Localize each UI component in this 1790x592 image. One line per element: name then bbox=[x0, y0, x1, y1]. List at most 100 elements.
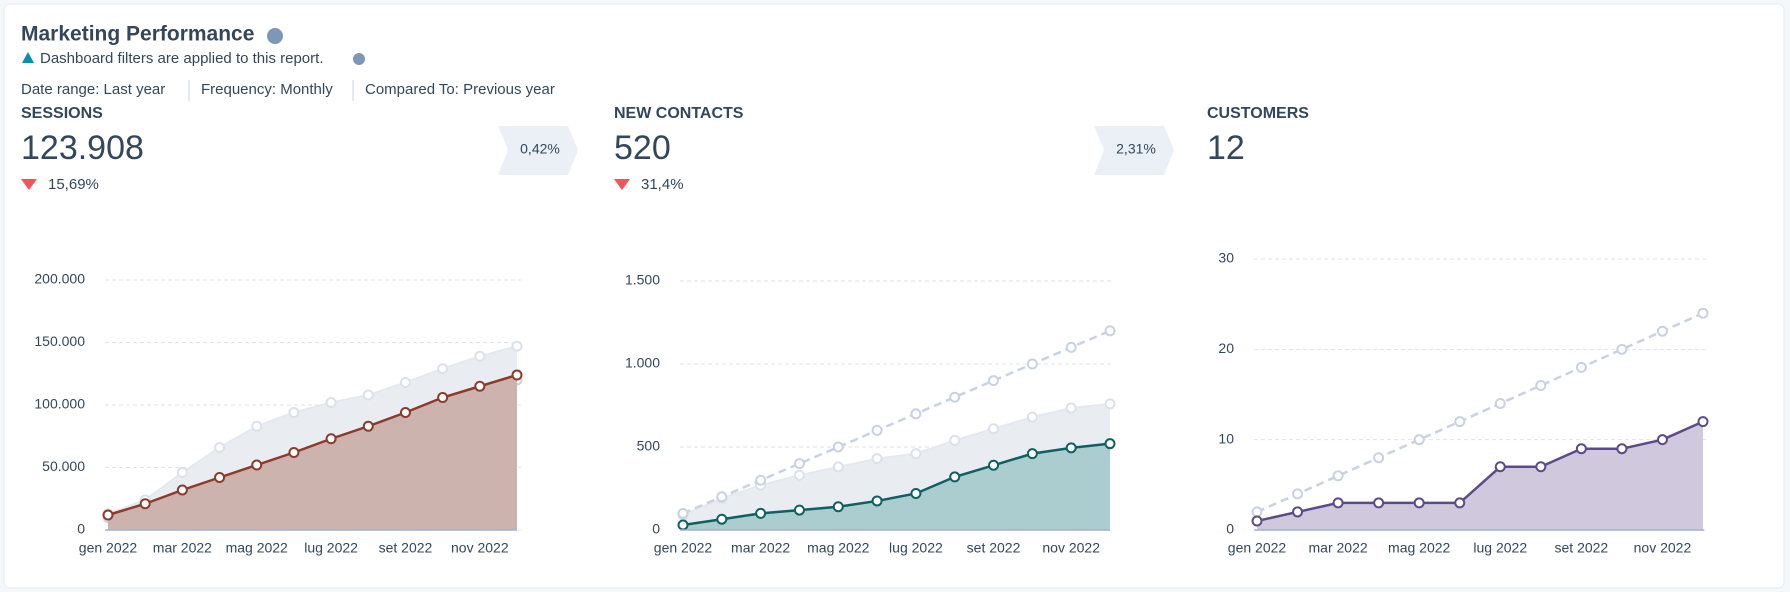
x-tick-label: set 2022 bbox=[1555, 540, 1609, 556]
point bbox=[1104, 438, 1116, 450]
point bbox=[793, 469, 805, 481]
line bbox=[1256, 420, 1704, 523]
badge-text: 0,42% bbox=[520, 141, 560, 157]
point bbox=[1373, 497, 1385, 509]
point bbox=[1251, 506, 1263, 518]
x-tick-label: set 2022 bbox=[967, 540, 1021, 556]
point bbox=[793, 504, 805, 516]
line bbox=[1256, 312, 1704, 514]
point bbox=[288, 407, 300, 418]
point bbox=[176, 467, 188, 478]
point bbox=[677, 507, 689, 519]
area bbox=[108, 375, 517, 530]
point bbox=[755, 474, 767, 486]
point bbox=[1104, 398, 1116, 410]
point bbox=[871, 453, 883, 465]
filter: Frequency: Monthly bbox=[201, 81, 333, 98]
point bbox=[871, 424, 883, 436]
x-tick-label: mar 2022 bbox=[153, 540, 212, 556]
point bbox=[214, 442, 226, 453]
point bbox=[1332, 497, 1344, 509]
point bbox=[910, 487, 922, 499]
y-tick-label: 20 bbox=[1218, 340, 1234, 356]
kpi-label: NEW CONTACTS bbox=[614, 105, 744, 122]
x-tick-label: gen 2022 bbox=[79, 540, 138, 556]
point bbox=[1494, 461, 1506, 473]
line bbox=[107, 373, 518, 517]
point bbox=[1026, 411, 1038, 423]
point bbox=[716, 491, 728, 503]
point bbox=[1535, 461, 1547, 473]
point bbox=[362, 389, 374, 401]
point bbox=[437, 363, 449, 375]
badge-text: 2,31% bbox=[1116, 141, 1156, 157]
point bbox=[988, 459, 1000, 471]
y-tick-label: 50.000 bbox=[42, 458, 85, 474]
x-tick-label: gen 2022 bbox=[1228, 540, 1287, 556]
point bbox=[511, 369, 523, 381]
point bbox=[251, 420, 263, 432]
line bbox=[682, 442, 1111, 527]
kpi-label: CUSTOMERS bbox=[1207, 105, 1309, 122]
point bbox=[1656, 325, 1668, 337]
point bbox=[910, 448, 922, 460]
point bbox=[910, 408, 922, 420]
x-tick-label: nov 2022 bbox=[1634, 540, 1692, 556]
point bbox=[325, 397, 337, 408]
point bbox=[949, 434, 961, 446]
filter: Compared To: Previous year bbox=[365, 81, 555, 98]
point bbox=[1656, 434, 1668, 446]
point bbox=[832, 461, 844, 473]
point bbox=[949, 391, 961, 403]
warning-icon bbox=[22, 52, 34, 63]
point bbox=[1065, 402, 1077, 414]
point bbox=[1413, 497, 1425, 509]
point bbox=[755, 507, 767, 519]
point bbox=[677, 519, 689, 531]
badge bbox=[498, 126, 578, 175]
point bbox=[511, 340, 523, 352]
point bbox=[1697, 307, 1709, 319]
point bbox=[1575, 443, 1587, 455]
point bbox=[949, 471, 961, 483]
point bbox=[1575, 361, 1587, 373]
point bbox=[716, 513, 728, 525]
point bbox=[1616, 443, 1628, 455]
badge bbox=[1094, 126, 1174, 175]
y-tick-label: 200.000 bbox=[34, 271, 85, 287]
x-tick-label: mag 2022 bbox=[226, 540, 288, 556]
kpi-value: 520 bbox=[614, 129, 671, 167]
point bbox=[1065, 442, 1077, 454]
x-tick-label: gen 2022 bbox=[654, 540, 713, 556]
info-icon[interactable] bbox=[267, 28, 283, 44]
point bbox=[1535, 379, 1547, 391]
point bbox=[437, 392, 449, 403]
point bbox=[399, 407, 411, 418]
point bbox=[1104, 325, 1116, 337]
point bbox=[832, 441, 844, 453]
x-tick-label: mar 2022 bbox=[731, 540, 790, 556]
point bbox=[1697, 416, 1709, 428]
point bbox=[1026, 358, 1038, 370]
point bbox=[139, 498, 151, 510]
point bbox=[988, 375, 1000, 387]
info-icon[interactable] bbox=[353, 53, 365, 65]
x-tick-label: lug 2022 bbox=[889, 540, 943, 556]
down-arrow bbox=[614, 179, 630, 190]
point bbox=[362, 420, 374, 432]
point bbox=[793, 458, 805, 470]
point bbox=[474, 380, 486, 392]
point bbox=[214, 472, 226, 483]
point bbox=[176, 484, 188, 496]
y-tick-label: 1.000 bbox=[625, 355, 660, 371]
point bbox=[1026, 448, 1038, 460]
kpi-value: 123.908 bbox=[21, 129, 144, 167]
point bbox=[1332, 470, 1344, 482]
filter: Date range: Last year bbox=[21, 81, 165, 98]
x-tick-label: mag 2022 bbox=[807, 540, 869, 556]
kpi-change: 31,4% bbox=[641, 176, 684, 193]
line bbox=[682, 402, 1111, 516]
x-tick-label: mag 2022 bbox=[1388, 540, 1450, 556]
point bbox=[1413, 434, 1425, 446]
